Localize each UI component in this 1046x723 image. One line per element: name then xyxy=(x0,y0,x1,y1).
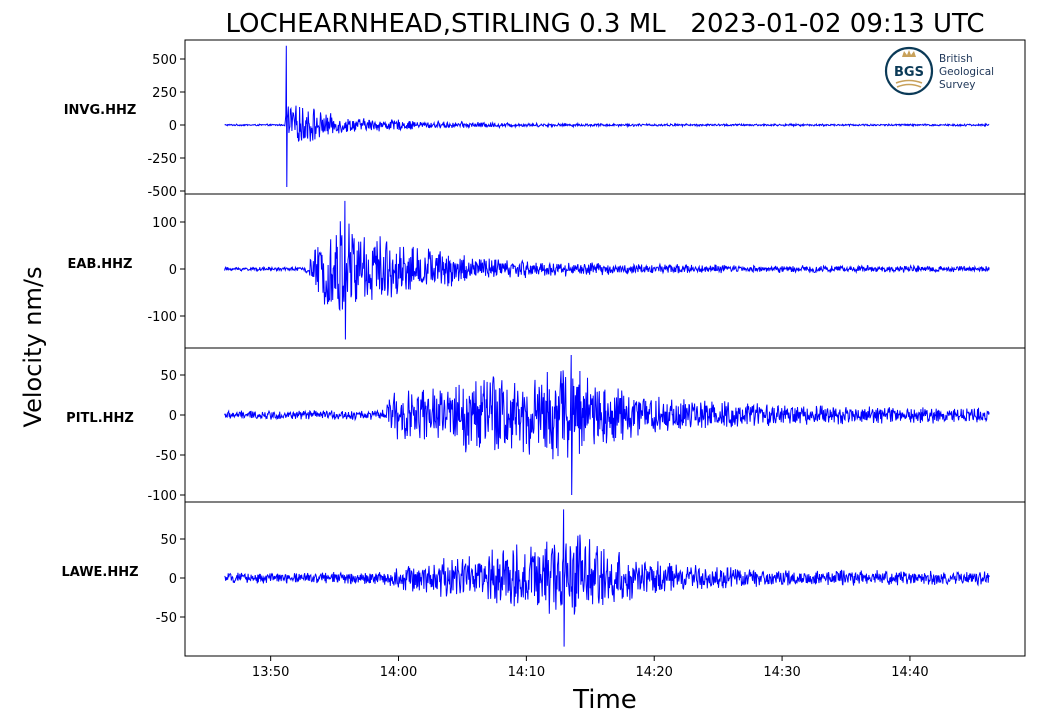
waveform-line xyxy=(224,509,990,647)
panels: 5002500-250-500INVG.HHZ1000-100EAB.HHZ50… xyxy=(61,39,1026,657)
y-tick-label: 500 xyxy=(152,53,177,68)
chart-title: LOCHEARNHEAD,STIRLING 0.3 ML 2023-01-02 … xyxy=(225,9,984,39)
panel-frame xyxy=(184,501,1026,657)
y-tick-label: 0 xyxy=(169,409,177,424)
x-axis-label: Time xyxy=(572,685,637,715)
bgs-logo-line2: Geological xyxy=(939,66,994,78)
bgs-logo-waves-icon xyxy=(895,79,923,88)
y-tick-label: 0 xyxy=(169,119,177,134)
station-label: INVG.HHZ xyxy=(64,103,137,118)
x-tick-label: 14:30 xyxy=(763,665,800,680)
x-tick-label: 14:20 xyxy=(635,665,672,680)
x-axis-ticks: 13:50 14:00 14:10 14:20 14:30 14:40 xyxy=(252,656,929,680)
y-tick-label: -100 xyxy=(147,489,177,504)
panel-invg-hhz: 500 250 0 -250 -500 INVG.HHZ xyxy=(64,39,1026,200)
bgs-logo-line3: Survey xyxy=(939,79,976,91)
x-tick-label: 14:40 xyxy=(891,665,928,680)
x-tick-label: 13:50 xyxy=(252,665,289,680)
station-label: PITL.HHZ xyxy=(66,411,134,426)
y-tick-label: -500 xyxy=(147,185,177,200)
x-tick-label: 14:10 xyxy=(508,665,545,680)
waveform-line xyxy=(224,45,990,188)
y-tick-label: 50 xyxy=(160,369,177,384)
station-label: EAB.HHZ xyxy=(68,257,133,272)
bgs-logo-mark: BGS xyxy=(894,65,924,80)
waveform-line xyxy=(224,200,990,340)
station-label: LAWE.HHZ xyxy=(61,565,138,580)
waveform-line xyxy=(224,354,990,496)
panel-pitl-hhz: 50 0 -50 -100 PITL.HHZ xyxy=(66,347,1026,504)
bgs-logo-line1: British xyxy=(939,53,973,65)
y-tick-label: -50 xyxy=(156,611,177,626)
bgs-logo: BGS British Geological Survey xyxy=(884,46,994,96)
bgs-logo-crown-icon xyxy=(902,50,916,57)
panel-lawe-hhz: 50 0 -50 LAWE.HHZ xyxy=(61,501,1026,657)
y-tick-label: -250 xyxy=(147,152,177,167)
y-tick-label: -100 xyxy=(147,310,177,325)
y-tick-label: 0 xyxy=(169,263,177,278)
panel-eab-hhz: 100 0 -100 EAB.HHZ xyxy=(68,193,1026,349)
y-tick-label: 250 xyxy=(152,86,177,101)
y-tick-label: -50 xyxy=(156,449,177,464)
y-tick-label: 0 xyxy=(169,572,177,587)
y-tick-label: 50 xyxy=(160,533,177,548)
y-axis-label: Velocity nm/s xyxy=(19,267,47,428)
x-tick-label: 14:00 xyxy=(380,665,417,680)
y-tick-label: 100 xyxy=(152,216,177,231)
